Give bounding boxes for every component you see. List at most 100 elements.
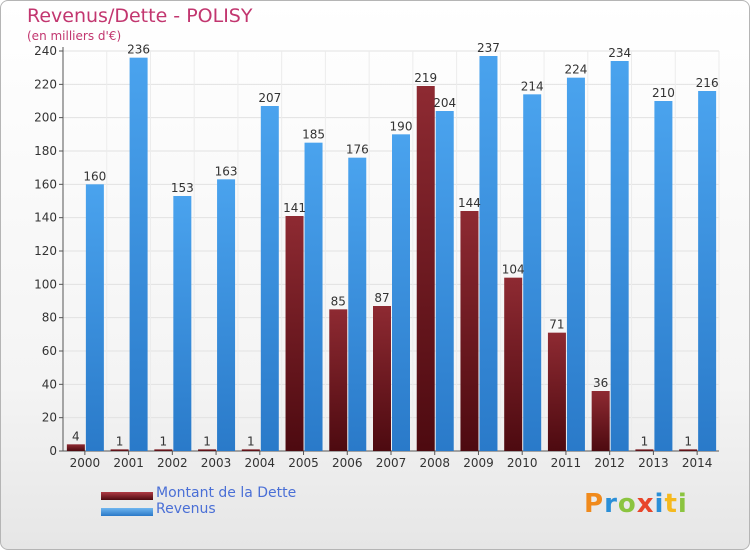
bar-revenus bbox=[85, 184, 104, 452]
data-label-revenus: 236 bbox=[127, 43, 150, 57]
bar-dette bbox=[285, 216, 304, 451]
x-tick-label: 2010 bbox=[507, 456, 538, 470]
data-label-revenus: 234 bbox=[608, 46, 631, 60]
data-label-revenus: 190 bbox=[390, 119, 413, 133]
chart-title: Revenus/Dette - POLISY bbox=[27, 5, 253, 27]
y-tick-label: 80 bbox=[42, 311, 57, 325]
data-label-dette: 4 bbox=[72, 429, 80, 443]
data-label-dette: 219 bbox=[414, 71, 437, 85]
bar-dette bbox=[154, 449, 173, 451]
x-tick-label: 2001 bbox=[113, 456, 144, 470]
y-tick-label: 220 bbox=[34, 77, 57, 91]
x-tick-label: 2007 bbox=[376, 456, 407, 470]
bar-dette bbox=[329, 309, 348, 451]
x-tick-label: 2009 bbox=[463, 456, 494, 470]
legend-label-dette: Montant de la Dette bbox=[156, 485, 297, 501]
logo-letter: x bbox=[636, 489, 655, 519]
data-label-revenus: 224 bbox=[564, 63, 587, 77]
data-label-revenus: 160 bbox=[83, 169, 106, 183]
data-label-revenus: 216 bbox=[696, 76, 719, 90]
data-label-revenus: 210 bbox=[652, 86, 675, 100]
data-label-dette: 1 bbox=[684, 434, 692, 448]
bar-revenus bbox=[523, 94, 542, 451]
bar-revenus bbox=[348, 157, 367, 451]
legend-swatch-revenus bbox=[101, 508, 153, 516]
bar-dette bbox=[679, 449, 698, 451]
bar-dette bbox=[110, 449, 129, 451]
data-label-dette: 1 bbox=[160, 434, 168, 448]
y-tick-label: 180 bbox=[34, 144, 57, 158]
bar-revenus bbox=[654, 101, 673, 451]
y-tick-label: 160 bbox=[34, 177, 57, 191]
x-tick-label: 2005 bbox=[288, 456, 319, 470]
logo-letter: i bbox=[654, 489, 665, 519]
logo-letter: i bbox=[677, 489, 688, 519]
y-tick-label: 60 bbox=[42, 344, 57, 358]
data-label-revenus: 204 bbox=[433, 96, 456, 110]
logo-letter: o bbox=[617, 489, 637, 519]
legend-label-revenus: Revenus bbox=[156, 501, 216, 517]
x-tick-label: 2014 bbox=[682, 456, 713, 470]
data-label-dette: 85 bbox=[331, 294, 346, 308]
bar-revenus bbox=[392, 134, 410, 452]
bar-revenus bbox=[260, 106, 279, 451]
bar-revenus bbox=[129, 57, 148, 452]
bar-dette bbox=[416, 86, 435, 451]
bar-revenus bbox=[566, 77, 585, 452]
x-tick-label: 2000 bbox=[70, 456, 101, 470]
data-label-dette: 87 bbox=[374, 291, 389, 305]
data-label-dette: 144 bbox=[458, 196, 481, 210]
bar-dette bbox=[198, 449, 217, 451]
bar-dette bbox=[504, 277, 523, 451]
data-label-dette: 104 bbox=[502, 263, 525, 277]
y-tick-label: 200 bbox=[34, 111, 57, 125]
data-label-revenus: 176 bbox=[346, 143, 369, 157]
y-tick-label: 140 bbox=[34, 211, 57, 225]
logo-letter: P bbox=[584, 489, 605, 519]
x-tick-label: 2006 bbox=[332, 456, 363, 470]
bar-dette bbox=[460, 211, 479, 451]
data-label-dette: 36 bbox=[593, 376, 608, 390]
x-tick-label: 2013 bbox=[638, 456, 669, 470]
bar-dette bbox=[591, 391, 610, 451]
data-label-revenus: 163 bbox=[215, 164, 238, 178]
bar-dette bbox=[66, 444, 85, 451]
bar-revenus bbox=[479, 56, 498, 451]
chart-subtitle: (en milliers d'€) bbox=[27, 29, 122, 43]
data-label-dette: 141 bbox=[283, 201, 306, 215]
logo-letter: t bbox=[664, 489, 678, 519]
x-tick-label: 2003 bbox=[201, 456, 232, 470]
data-label-dette: 71 bbox=[549, 318, 564, 332]
data-label-revenus: 185 bbox=[302, 128, 325, 142]
data-label-dette: 1 bbox=[203, 434, 211, 448]
bar-revenus bbox=[610, 61, 629, 451]
x-tick-label: 2011 bbox=[551, 456, 582, 470]
bar-dette bbox=[547, 332, 566, 451]
legend-swatch-dette bbox=[101, 492, 153, 500]
bar-revenus bbox=[217, 179, 236, 452]
x-tick-label: 2012 bbox=[594, 456, 625, 470]
data-label-dette: 1 bbox=[641, 434, 649, 448]
proxiti-logo: Proxiti bbox=[584, 489, 688, 519]
y-tick-label: 20 bbox=[42, 411, 57, 425]
x-tick-label: 2008 bbox=[419, 456, 450, 470]
y-tick-label: 240 bbox=[34, 44, 57, 58]
y-tick-label: 100 bbox=[34, 277, 57, 291]
labels: 0 20 40 60 80 100 120 140 160 180 200 220 240 2000 4 16… bbox=[34, 41, 718, 470]
bar-revenus bbox=[698, 91, 717, 451]
data-label-dette: 1 bbox=[116, 434, 124, 448]
bar-revenus bbox=[173, 196, 192, 451]
y-tick-label: 120 bbox=[34, 244, 57, 258]
x-tick-label: 2002 bbox=[157, 456, 188, 470]
data-label-revenus: 153 bbox=[171, 181, 194, 195]
data-label-revenus: 207 bbox=[258, 91, 281, 105]
bar-dette bbox=[241, 449, 260, 451]
bar-revenus bbox=[304, 142, 323, 451]
bar-dette bbox=[373, 306, 391, 451]
bar-revenus bbox=[435, 111, 454, 451]
bars bbox=[66, 56, 717, 452]
bar-dette bbox=[635, 449, 654, 451]
data-label-revenus: 237 bbox=[477, 41, 500, 55]
